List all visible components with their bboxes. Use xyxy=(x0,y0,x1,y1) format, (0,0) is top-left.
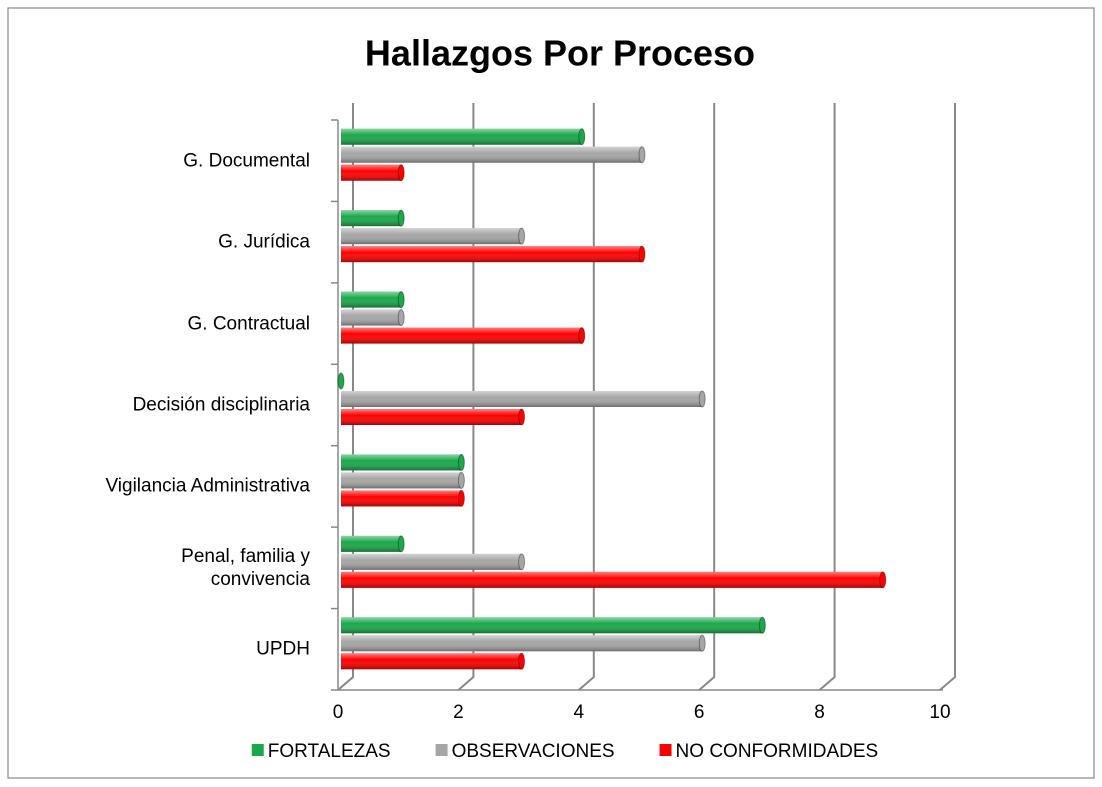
bar-cap xyxy=(397,309,405,327)
grid-line xyxy=(578,103,595,691)
bar-shade xyxy=(341,391,703,407)
bar-cap xyxy=(518,408,526,426)
x-tick-label: 0 xyxy=(333,702,344,723)
bar-shade xyxy=(341,490,462,507)
chart-title: Hallazgos Por Proceso xyxy=(365,33,755,74)
bar-cap xyxy=(879,571,887,589)
grid-line xyxy=(457,103,475,691)
chart-frame xyxy=(7,7,1095,779)
bar-shade xyxy=(341,635,703,652)
grid-line xyxy=(698,103,716,691)
bar-cap xyxy=(397,535,405,553)
bar-cap xyxy=(518,652,526,670)
bar-cap xyxy=(638,146,646,164)
bar-shade xyxy=(341,146,642,163)
bar-cap xyxy=(397,291,405,309)
bar-cap xyxy=(337,372,345,390)
bar-cap xyxy=(578,128,586,146)
legend-label: OBSERVACIONES xyxy=(452,741,615,762)
bar-shade xyxy=(341,309,402,326)
bar-cap xyxy=(698,634,706,652)
x-tick-label: 10 xyxy=(929,702,950,723)
y-tick-label: G. Jurídica xyxy=(218,231,310,253)
x-tick-label: 6 xyxy=(694,702,705,723)
bar-cap xyxy=(698,390,706,408)
bar-shade xyxy=(341,164,402,181)
bar-cap xyxy=(518,227,526,245)
bar-shade xyxy=(341,571,883,588)
grid-line xyxy=(818,103,836,691)
bar-cap xyxy=(457,489,465,507)
legend-swatch xyxy=(251,744,264,756)
bar-shade xyxy=(341,617,763,634)
legend-swatch xyxy=(659,744,672,756)
grid-line xyxy=(939,103,956,691)
legend-label: NO CONFORMIDADES xyxy=(676,741,879,762)
legend-swatch xyxy=(435,744,448,756)
bar-cap xyxy=(518,553,526,571)
x-tick-label: 2 xyxy=(453,702,464,723)
bar-shade xyxy=(341,210,402,227)
bar-shade xyxy=(341,454,462,471)
bar-cap xyxy=(457,453,465,471)
bar-shade xyxy=(341,653,522,670)
bar-cap xyxy=(638,245,646,263)
y-tick-label: G. Documental xyxy=(183,150,310,172)
bar-cap xyxy=(397,209,405,227)
bar-shade xyxy=(341,535,402,552)
bar-shade xyxy=(341,128,582,145)
bar-shade xyxy=(341,553,522,570)
y-tick-label: Vigilancia Administrativa xyxy=(105,475,310,497)
bar-cap xyxy=(397,164,405,182)
legend-label: FORTALEZAS xyxy=(268,741,391,762)
bar-cap xyxy=(457,471,465,489)
x-tick-label: 8 xyxy=(814,702,825,723)
bar-shade xyxy=(341,291,402,308)
y-tick-label: G. Contractual xyxy=(187,313,311,335)
y-tick-label: Decisión disciplinaria xyxy=(132,394,310,416)
bar-shade xyxy=(341,409,522,425)
x-tick-label: 4 xyxy=(574,702,585,723)
bar-cap xyxy=(758,616,766,634)
y-tick-label: UPDH xyxy=(256,638,310,660)
bar-cap xyxy=(578,327,586,345)
y-tick-label: Penal, familia y convivencia xyxy=(181,545,310,590)
bar-shade xyxy=(341,472,462,489)
bar-shade xyxy=(341,327,582,344)
bar-shade xyxy=(341,246,642,263)
bar-shade xyxy=(341,228,522,245)
